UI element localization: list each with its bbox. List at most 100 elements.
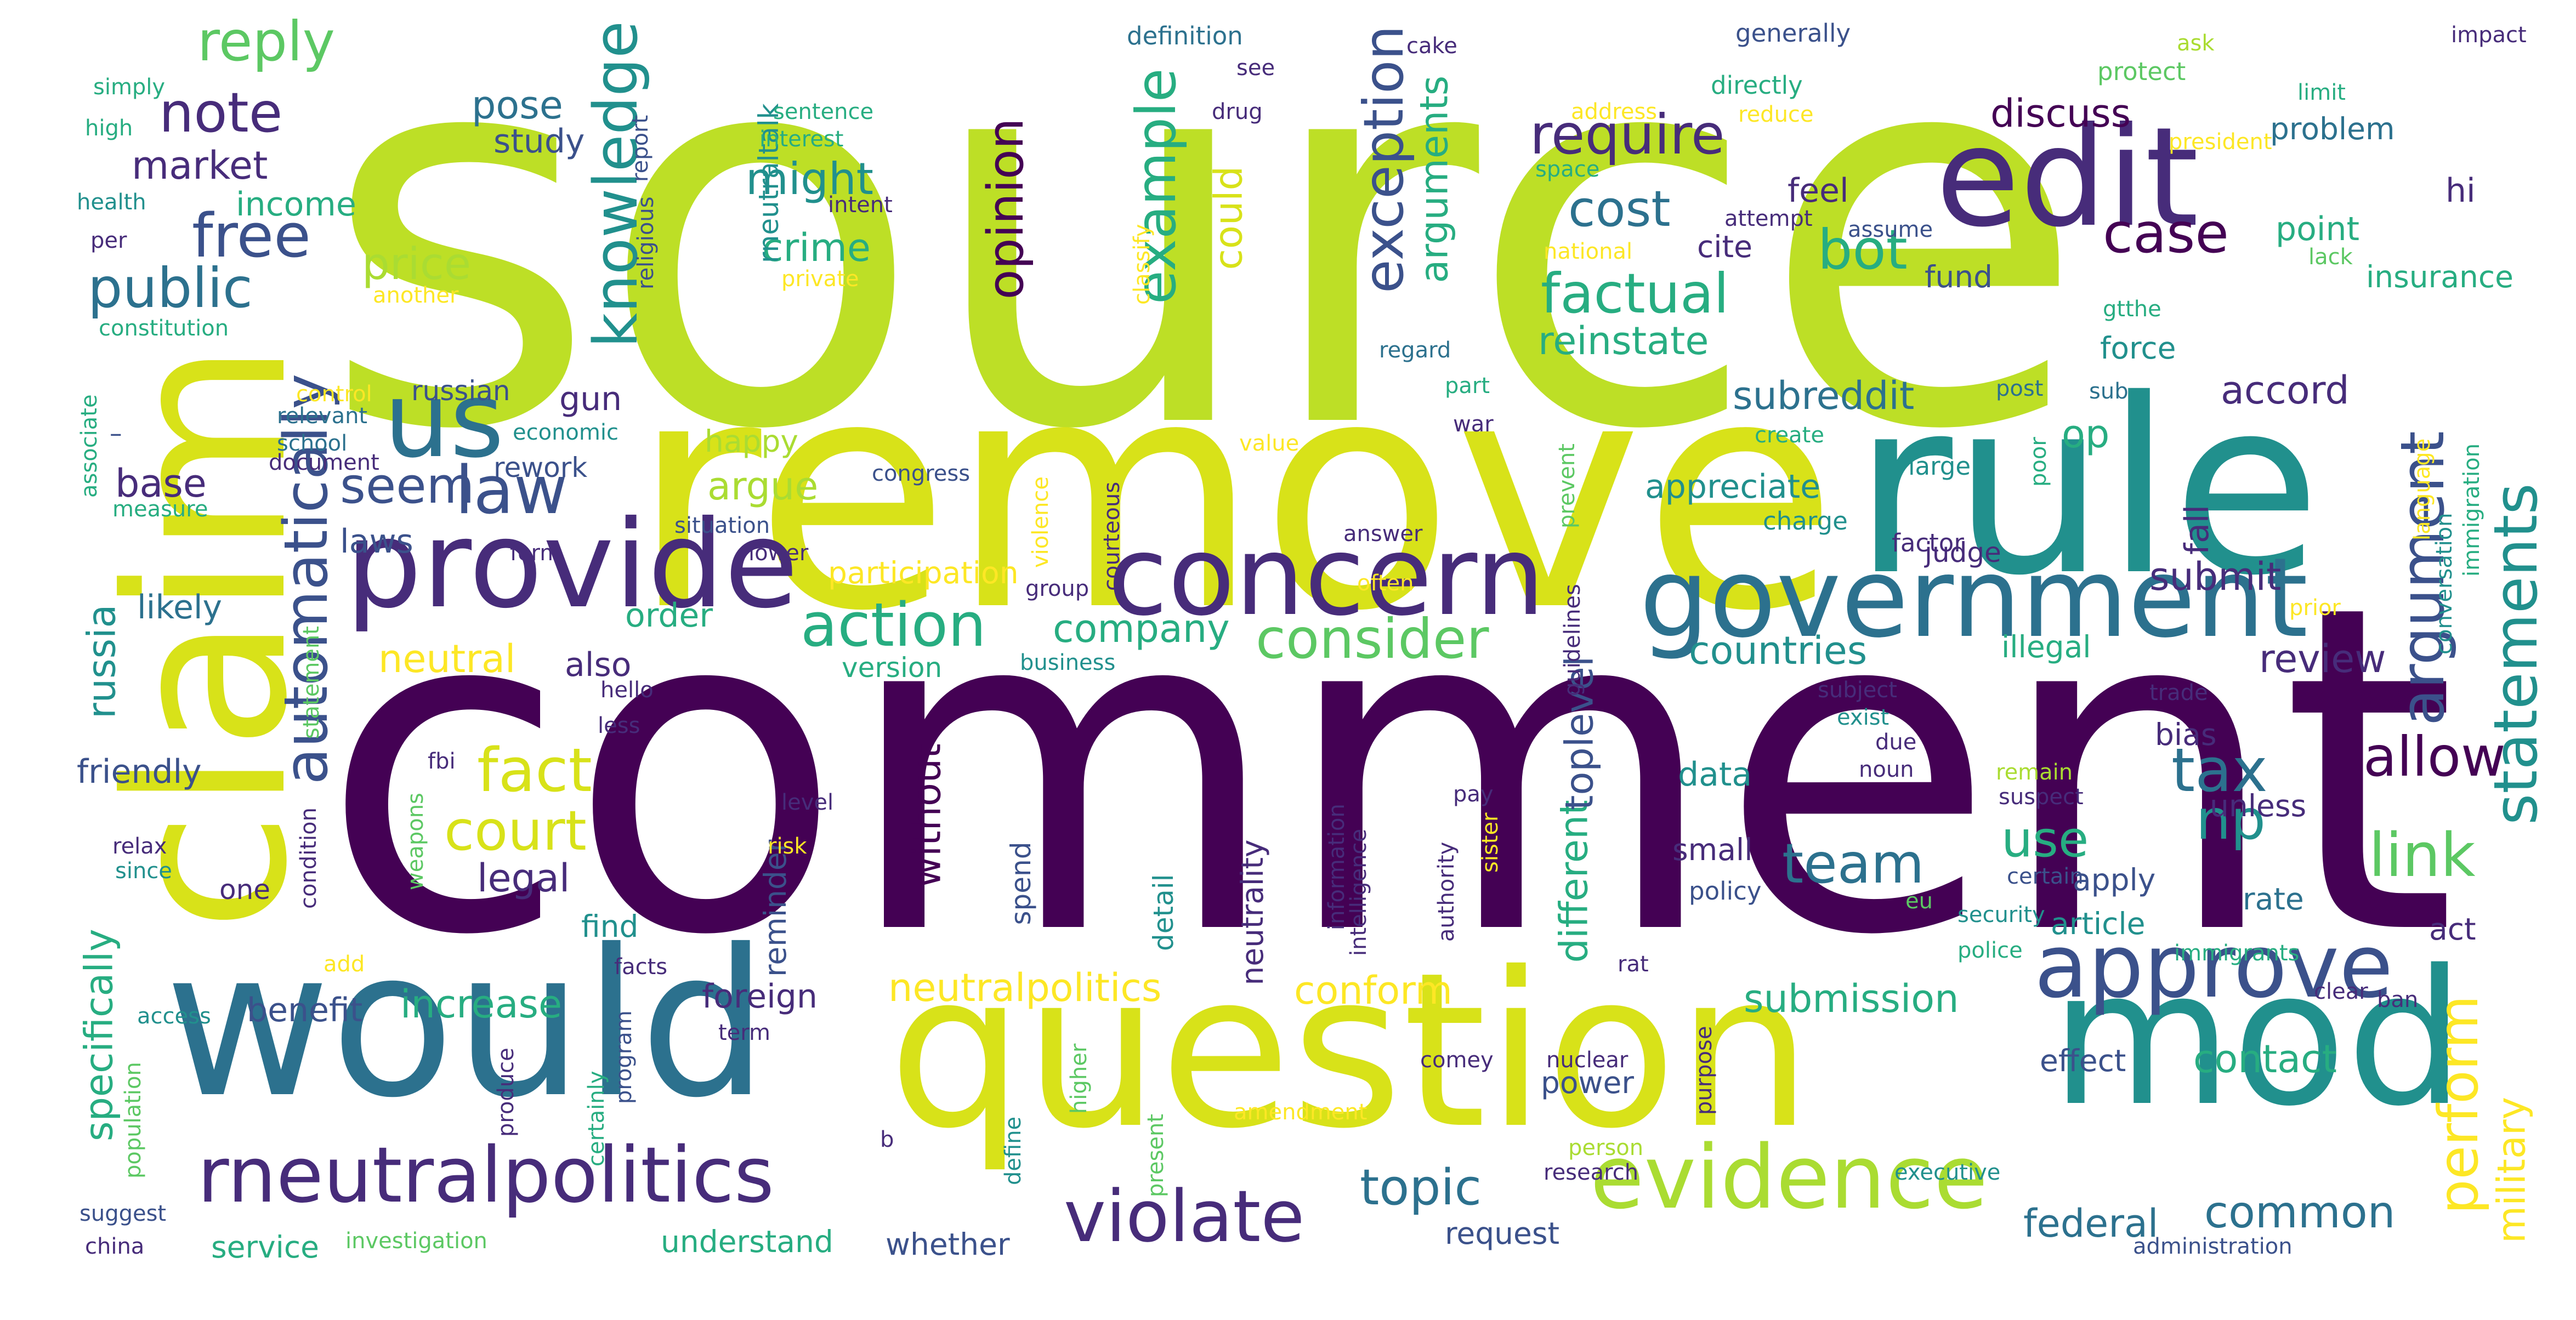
word-congress: congress [872,461,970,486]
word-use: use [2001,811,2089,868]
word-weapons: weapons [403,793,428,890]
word-approve: approve [2034,915,2393,1017]
word-due: due [1875,730,1916,755]
word-link: link [2369,820,2476,890]
word-price: price [362,238,471,289]
word-remove: remove [631,310,1838,680]
word-note: note [159,81,282,145]
word-present: present [1143,1114,1168,1197]
word-law: law [455,453,568,529]
word-toplevel: toplevel [1557,656,1602,810]
word-health: health [77,190,146,215]
word-violate: violate [1064,1175,1304,1258]
word-term: term [718,1020,770,1045]
word-relax: relax [112,834,167,859]
word-opinion: opinion [977,118,1035,299]
word-case: case [2103,201,2229,265]
word-neutrality: neutrality [1235,839,1270,985]
word-interest: interest [759,127,843,152]
word-large: large [1908,452,1971,481]
word-space: space [1535,157,1599,182]
word-service: service [211,1230,319,1265]
word-limit: limit [2297,80,2346,105]
word-force: force [2100,331,2176,366]
word-policy: policy [1689,877,1761,906]
word-review: review [2259,636,2386,681]
word-access: access [137,1004,211,1029]
word-higher: higher [1066,1043,1092,1114]
word-government: government [1639,534,2308,662]
word-submit: submit [2149,554,2281,599]
word-version: version [842,652,942,684]
word-unless: unless [2210,788,2306,823]
word-define: define [1001,1117,1026,1185]
word-example: example [1124,69,1188,304]
word-np: np [2196,788,2266,852]
word-provide: provide [345,494,798,635]
word-data: data [1678,755,1752,794]
word-illegal: illegal [2001,629,2091,664]
word-religious: religious [633,196,659,289]
word-company: company [1053,606,1230,651]
word-might: might [746,153,873,204]
word-judge: judge [1924,537,2001,568]
word-act: act [2429,912,2476,947]
word-rat: rat [1618,952,1649,977]
word-knowledge: knowledge [581,21,651,348]
word-mod: mod [2051,930,2465,1147]
word-pose: pose [472,83,563,128]
word-public: public [88,256,253,320]
word-produce: produce [493,1048,519,1137]
word-consider: consider [1256,607,1489,671]
word-gun: gun [559,380,622,418]
word-argue: argue [707,464,818,509]
word-immigration: immigration [2459,443,2484,577]
word-often: often [1357,571,1414,596]
word-poor: poor [2026,437,2051,487]
word-accord: accord [2221,368,2350,413]
word-base: base [115,461,207,506]
word-fbi: fbi [428,749,456,774]
word-rule: rule [1853,348,2321,628]
word-op: op [2062,412,2109,457]
word-document: document [269,450,379,475]
word-war: war [1453,412,1494,437]
word-certain: certain [2007,864,2084,889]
word-person: person [1568,1135,1643,1160]
word-increase: increase [400,982,562,1027]
word-benefit: benefit [247,991,362,1029]
word-find: find [581,909,638,944]
word-reminder: reminder [758,839,793,977]
word-purpose: purpose [1692,1026,1717,1116]
word-court: court [444,799,587,863]
word-facts: facts [614,954,667,980]
word-create: create [1755,423,1824,448]
word-constitution: constitution [99,316,229,341]
word-group: group [1025,576,1089,601]
word-authority: authority [1434,842,1459,942]
word-request: request [1445,1216,1559,1251]
word-security: security [1957,902,2045,928]
word-investigation: investigation [345,1228,487,1254]
word-statement: statement [299,626,324,739]
word-reinstate: reinstate [1538,318,1709,363]
word-allow: allow [2363,725,2506,789]
word-edit: edit [1936,98,2199,257]
word-suspect: suspect [1999,784,2084,810]
word-specifically: specifically [77,929,122,1141]
word-legal: legal [477,856,570,901]
word-team: team [1782,832,1924,896]
word-spend: spend [1005,842,1037,925]
word-generally: generally [1735,19,1851,48]
word-sister: sister [1478,812,1503,873]
word-language: language [2410,439,2435,540]
word-dash: – [110,419,122,448]
word-administration: administration [2133,1234,2293,1259]
word-insurance: insurance [2366,259,2513,294]
word-economic: economic [513,420,619,445]
word-cake: cake [1406,33,1457,59]
word-risk: risk [768,834,807,859]
word-courteous: courteous [1099,482,1125,591]
